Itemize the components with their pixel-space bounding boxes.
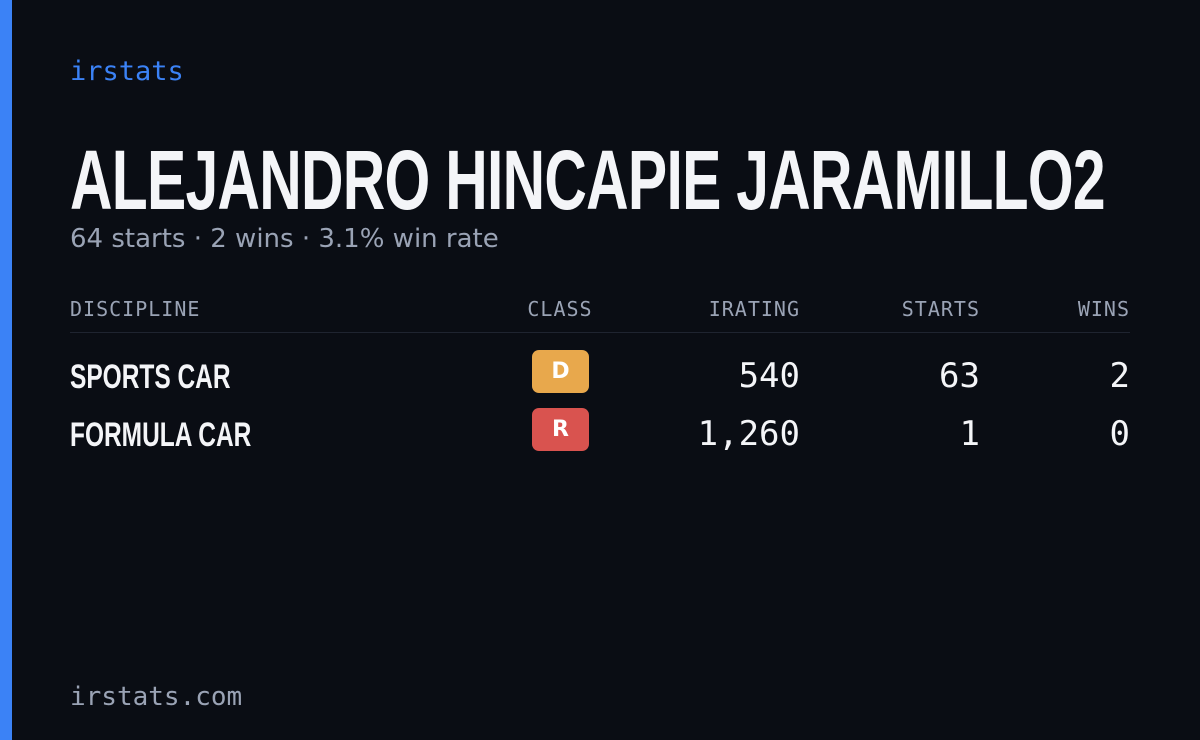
brand: irstats	[70, 56, 184, 87]
column-header: IRATING	[708, 297, 800, 321]
class-badge: D	[532, 350, 589, 393]
irating: 540	[738, 356, 800, 396]
wins: 2	[1109, 356, 1130, 396]
footer: irstats.com	[70, 682, 243, 712]
starts: 63	[939, 356, 980, 396]
accent-bar	[0, 0, 12, 740]
wins: 0	[1109, 414, 1130, 454]
column-header: STARTS	[901, 297, 980, 321]
column-header: DISCIPLINE	[70, 297, 201, 321]
discipline: SPORTS CAR	[70, 358, 231, 396]
title: ALEJANDRO HINCAPIE JARAMILLO2	[70, 133, 1106, 227]
irating: 1,260	[697, 414, 800, 454]
starts: 1	[959, 414, 980, 454]
summary: 64 starts · 2 wins · 3.1% win rate	[70, 224, 499, 254]
column-header: CLASS	[527, 297, 593, 321]
discipline: FORMULA CAR	[70, 416, 252, 454]
header-rule	[70, 332, 1130, 333]
class-badge: R	[532, 408, 589, 451]
column-header: WINS	[1077, 297, 1130, 321]
